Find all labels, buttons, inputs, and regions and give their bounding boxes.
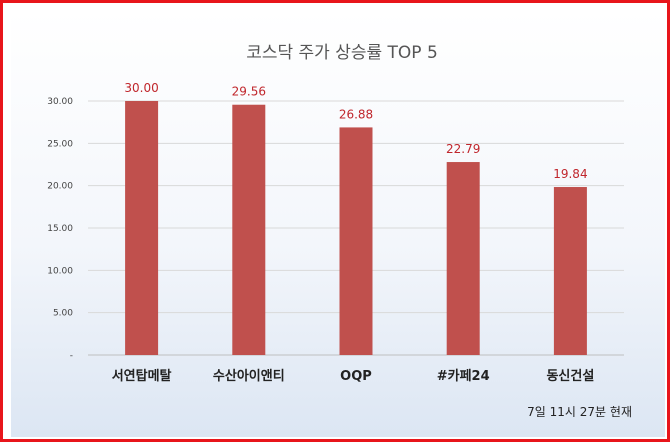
x-tick-label: 동신건설 (546, 368, 594, 384)
bar (339, 127, 373, 355)
y-tick-label: 20.00 (47, 182, 73, 192)
y-tick-label: - (70, 351, 73, 361)
y-tick-label: 25.00 (47, 139, 73, 149)
bar (553, 187, 587, 355)
data-label: 30.00 (124, 81, 158, 95)
bar (232, 104, 266, 355)
bar (446, 162, 480, 355)
timestamp-note: 7일 11시 27분 현재 (527, 405, 632, 419)
bar (125, 101, 159, 355)
x-tick-label: 수산아이앤티 (213, 368, 285, 384)
x-tick-label: OQP (340, 369, 372, 384)
x-tick-label: 서연탑메탈 (112, 369, 172, 384)
y-axis-ticks: - 5.00 10.00 15.00 20.00 25.00 30.00 (47, 97, 73, 361)
y-tick-label: 10.00 (47, 266, 73, 276)
chart-title: 코스닥 주가 상승률 TOP 5 (246, 43, 438, 63)
data-label: 19.84 (553, 167, 587, 181)
y-tick-label: 15.00 (47, 224, 73, 234)
x-axis-ticks: 서연탑메탈 수산아이앤티 OQP #카페24 동신건설 (112, 368, 595, 384)
data-label: 22.79 (446, 142, 480, 156)
bars (125, 101, 587, 355)
data-labels: 30.00 29.56 26.88 22.79 19.84 (124, 81, 587, 181)
y-tick-label: 5.00 (53, 309, 73, 319)
x-tick-label: #카페24 (437, 369, 490, 384)
y-tick-label: 30.00 (47, 97, 73, 107)
data-label: 29.56 (232, 85, 266, 99)
data-label: 26.88 (339, 107, 373, 121)
